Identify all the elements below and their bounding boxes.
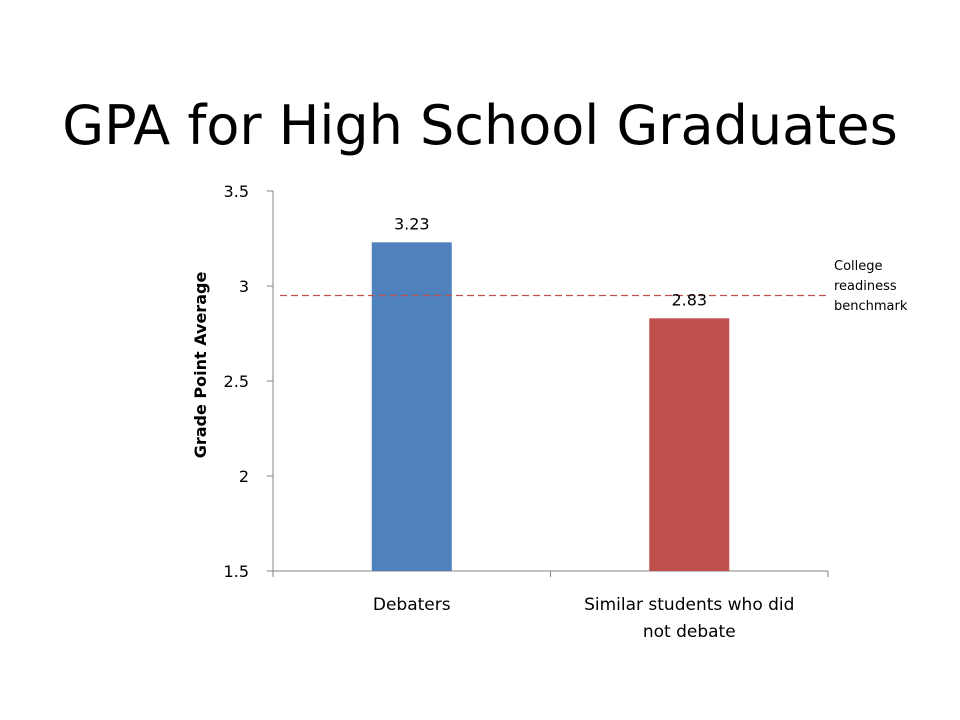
bar — [649, 318, 730, 571]
x-category-label: Similar students who did not debate — [584, 595, 794, 642]
x-axis: Debaters Similar students who did not deba… — [272, 570, 829, 642]
x-category-label-line: not debate — [643, 622, 736, 642]
bars — [371, 242, 730, 572]
y-axis-label: Grade Point Average — [191, 272, 210, 459]
x-category-label-line: Debaters — [373, 595, 451, 615]
y-tick-label: 3.5 — [224, 182, 249, 201]
x-category-label: Debaters — [373, 595, 451, 615]
y-tick-label: 1.5 — [224, 562, 249, 581]
data-label: 3.23 — [394, 214, 430, 233]
reference-line-label-line: benchmark — [834, 299, 908, 314]
reference-line-label: College readiness benchmark — [834, 259, 908, 314]
reference-line-group: College readiness benchmark — [280, 259, 908, 314]
reference-line-label-line: College — [834, 259, 883, 274]
data-labels: 3.23 2.83 — [394, 214, 707, 309]
y-tick-label: 2.5 — [224, 372, 249, 391]
reference-line-label-line: readiness — [834, 279, 897, 294]
bar — [371, 242, 452, 572]
data-label: 2.83 — [671, 290, 707, 309]
y-tick-label: 2 — [239, 467, 249, 486]
y-tick-label: 3 — [239, 277, 249, 296]
chart-title: GPA for High School Graduates — [62, 94, 898, 157]
x-category-label-line: Similar students who did — [584, 595, 794, 615]
y-axis: 1.5 2 2.5 3 3.5 — [224, 182, 274, 581]
